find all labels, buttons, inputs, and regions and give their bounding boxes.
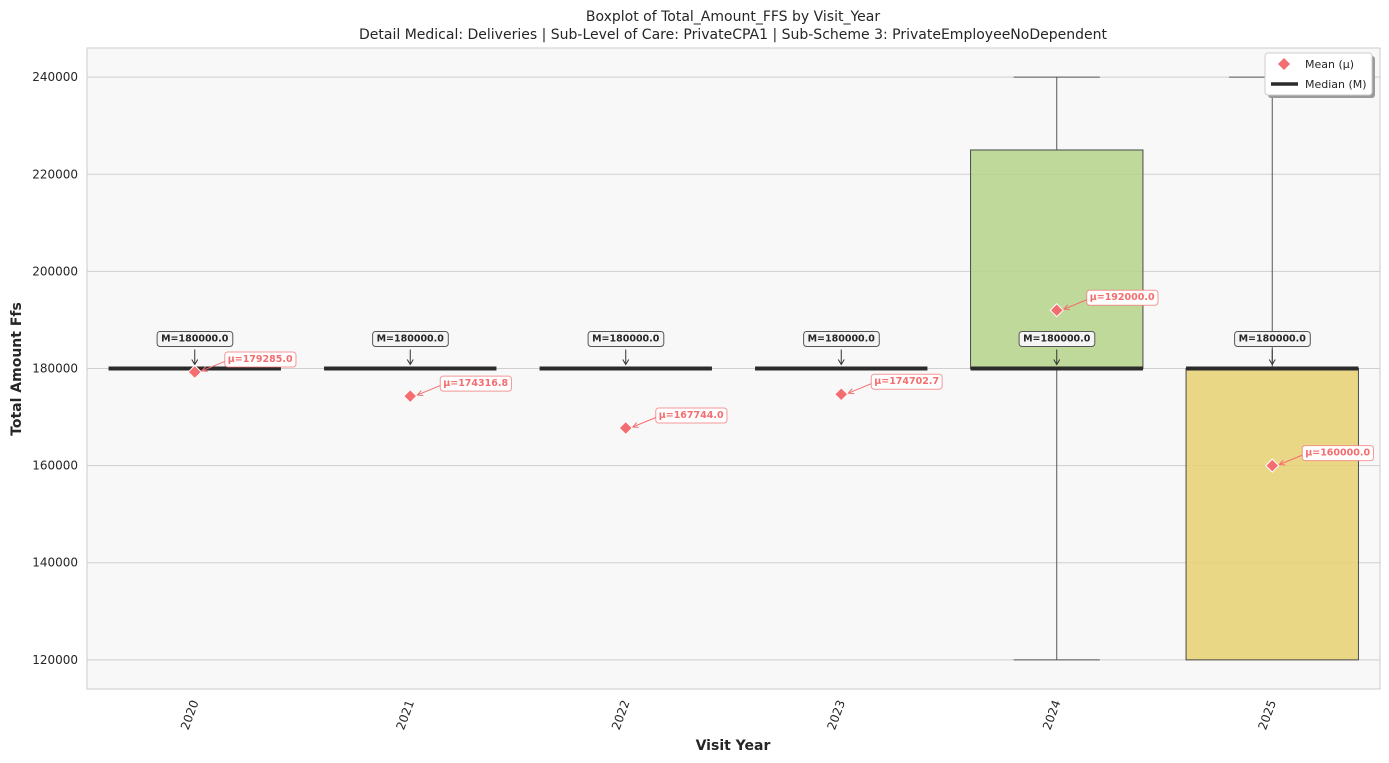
y-tick-label: 200000: [32, 264, 78, 278]
legend-mean-label: Mean (μ): [1305, 58, 1354, 71]
mean-label-box: [439, 375, 512, 392]
median-label-box: [372, 331, 449, 347]
legend-mean-marker: [1278, 58, 1290, 70]
y-tick-label: 140000: [32, 556, 78, 570]
median-label-box: [1234, 331, 1311, 347]
x-axis-label: Visit Year: [696, 738, 771, 754]
median-arrowhead: [622, 359, 630, 366]
mean-arrowhead: [200, 366, 208, 372]
median-label: M=180000.0: [1023, 334, 1091, 345]
mean-marker: [187, 364, 202, 380]
median-label: M=180000.0: [592, 334, 660, 345]
mean-marker: [618, 420, 633, 436]
y-tick-label: 120000: [32, 653, 78, 667]
median-arrowhead: [1053, 359, 1061, 366]
grid-lines: [87, 76, 1380, 661]
median-label-box: [587, 331, 665, 347]
median-label-box: [1018, 331, 1096, 347]
mean-marker: [1265, 458, 1280, 473]
legend-median-label: Median (M): [1305, 78, 1367, 91]
y-axis-label: Total Amount Ffs: [9, 302, 25, 436]
legend: Mean (μ) Median (M): [1264, 52, 1375, 98]
mean-arrow: [417, 385, 441, 396]
median-label: M=180000.0: [1239, 334, 1307, 345]
mean-arrow: [632, 417, 656, 428]
boxes: M=180000.0 μ=179285.0 M=180000.0 μ=174316.8…: [108, 76, 1374, 661]
mean-marker: [834, 387, 849, 402]
mean-arrowhead: [631, 422, 639, 428]
mean-label-box: [1086, 289, 1159, 306]
median-arrowhead: [1268, 359, 1276, 366]
mean-arrow: [848, 383, 872, 394]
iqr-box: [1185, 368, 1359, 661]
mean-label: μ=167744.0: [659, 410, 724, 421]
mean-label: μ=179285.0: [228, 354, 293, 365]
y-tick-label: 160000: [32, 459, 78, 473]
box-group-2021: M=180000.0 μ=174316.8: [324, 331, 512, 404]
median-arrowhead: [406, 359, 414, 366]
chart-title: Boxplot of Total_Amount_FFS by Visit_Yea…: [586, 9, 880, 25]
box-group-2024: M=180000.0 μ=192000.0: [970, 76, 1159, 661]
median-label-box: [156, 331, 234, 347]
box-group-2022: M=180000.0 μ=167744.0: [539, 331, 728, 436]
mean-arrow: [201, 361, 225, 372]
mean-label-box: [1301, 445, 1374, 462]
mean-arrow: [1063, 299, 1087, 310]
y-tick-label: 240000: [32, 70, 78, 84]
mean-arrowhead: [847, 388, 855, 395]
mean-marker: [403, 388, 418, 404]
mean-label: μ=174702.7: [874, 376, 939, 387]
median-label-box: [803, 331, 880, 347]
y-axis-ticks: 120000 140000 160000 180000 200000 220000 2400…: [32, 70, 78, 667]
mean-label: μ=174316.8: [443, 378, 508, 389]
mean-arrowhead: [1278, 459, 1286, 466]
mean-arrowhead: [1062, 304, 1070, 311]
mean-label: μ=192000.0: [1090, 292, 1155, 303]
mean-arrowhead: [416, 390, 424, 396]
chart-subtitle: Detail Medical: Deliveries | Sub-Level o…: [359, 27, 1107, 43]
mean-label-box: [870, 373, 943, 390]
y-tick-label: 220000: [32, 167, 78, 181]
box-group-2025: M=180000.0 μ=160000.0: [1185, 76, 1374, 661]
mean-marker: [1049, 303, 1064, 318]
median-label: M=180000.0: [808, 334, 876, 345]
median-label: M=180000.0: [161, 334, 229, 345]
y-tick-label: 180000: [32, 362, 78, 376]
mean-label-box: [224, 351, 297, 368]
mean-label-box: [655, 407, 728, 424]
median-arrowhead: [191, 359, 199, 366]
box-group-2023: M=180000.0 μ=174702.7: [755, 331, 943, 402]
median-arrowhead: [837, 359, 845, 366]
mean-label: μ=160000.0: [1305, 448, 1370, 459]
median-label: M=180000.0: [377, 334, 445, 345]
box-group-2020: M=180000.0 μ=179285.0: [108, 331, 297, 380]
mean-arrow: [1279, 454, 1303, 466]
